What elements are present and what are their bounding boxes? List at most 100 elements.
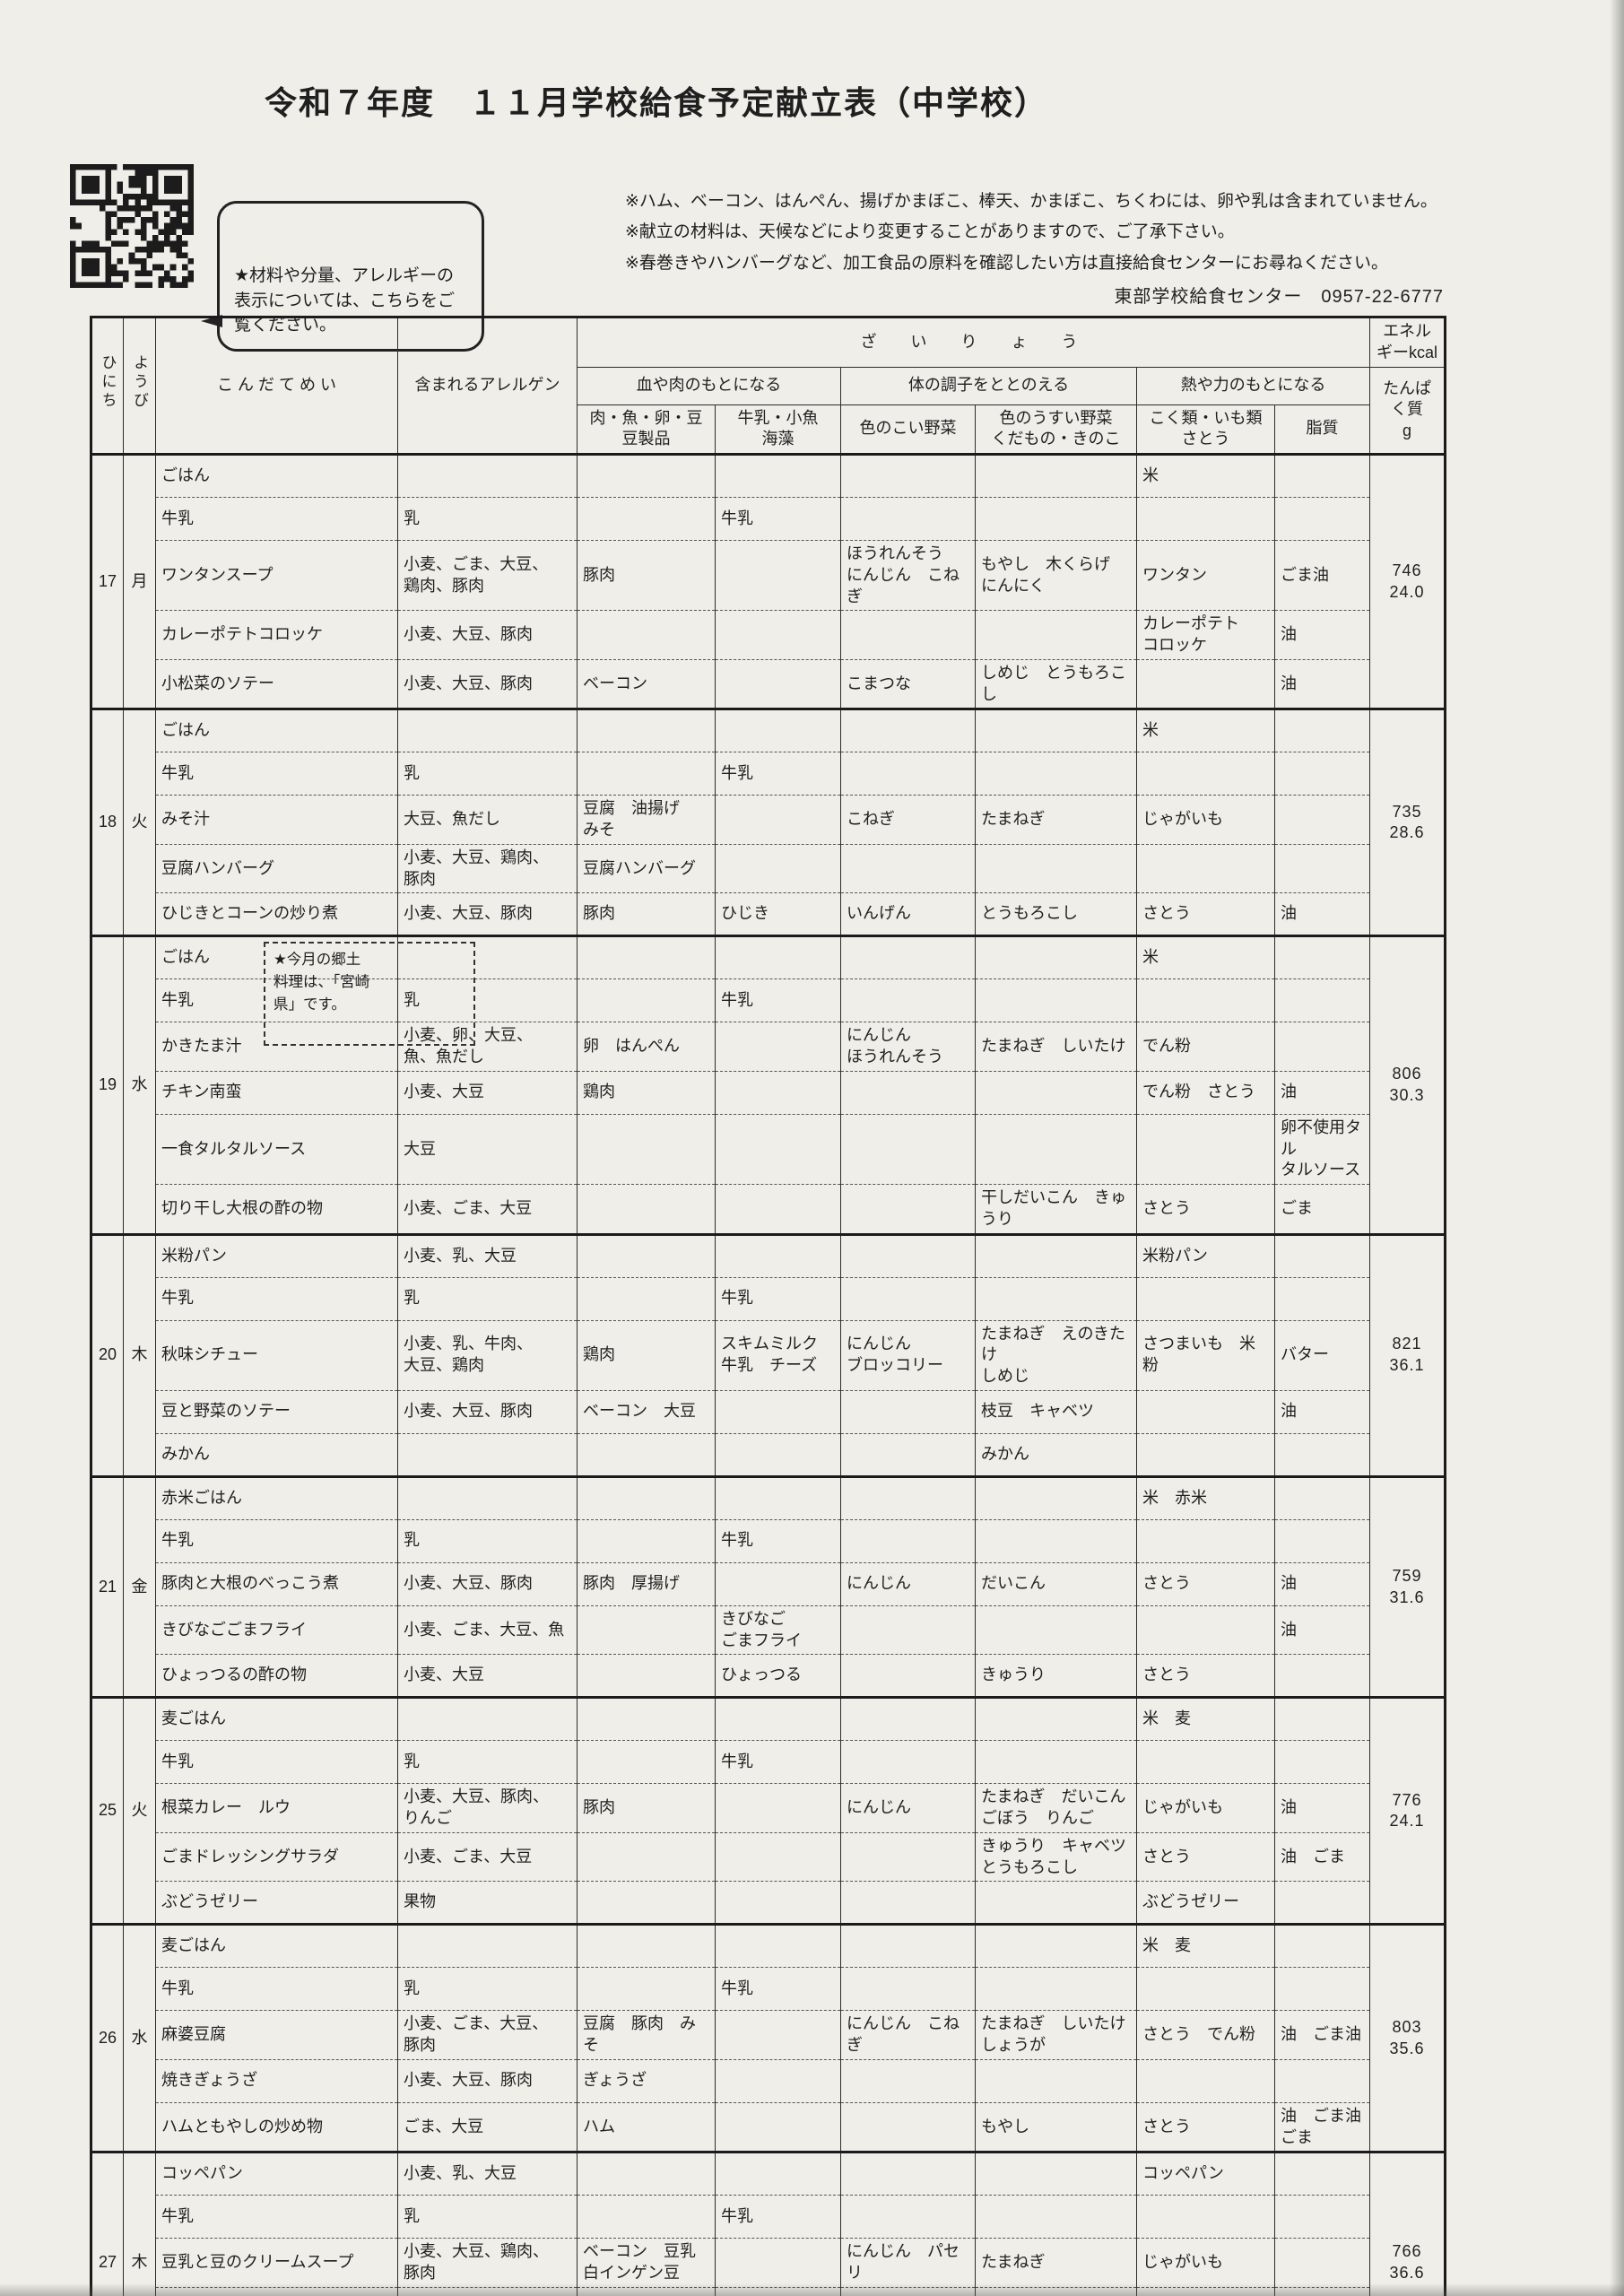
menu-row: 20 木 米粉パン 小麦、乳、大豆 米粉パン 821 36.1 — [91, 1232, 1446, 1477]
note-line: ※春巻きやハンバーグなど、加工食品の原料を確認したい方は直接給食センターにお尋ね… — [625, 253, 1388, 273]
allergen-cell — [397, 708, 578, 752]
veg-dark-cell — [840, 497, 976, 541]
meat-cell — [577, 1113, 716, 1185]
veg-dark-cell — [840, 1474, 976, 1520]
milk-text: ひじき — [721, 904, 769, 923]
veg-dark-cell — [840, 1432, 976, 1477]
menu-row: かきたま汁 小麦、卵、大豆、 魚、魚だし 卵 はんぺん にんじん ほうれんそう たまねぎ… — [91, 1022, 1446, 1072]
veg-dark-cell: にんじん こねぎ — [840, 2010, 976, 2060]
allergen-cell: 小麦、大豆、鶏肉、 豚肉 — [397, 843, 578, 893]
allergen-text: 小麦、卵、大豆、 魚、魚だし — [404, 1026, 533, 1065]
energy-value: 806 — [1392, 1065, 1422, 1083]
meat-cell — [577, 1831, 716, 1882]
menu-row: 牛乳 乳 牛乳 — [91, 752, 1446, 796]
menu-cell: 牛乳 — [155, 1967, 398, 2011]
veg-light-text: たまねぎ しいたけ しょうが — [981, 2014, 1126, 2054]
fat-cell — [1273, 752, 1371, 796]
allergen-text: 大豆、魚だし — [404, 810, 500, 829]
menu-row: みそ汁 大豆、魚だし 豆腐 油揚げ みそ こねぎ たまねぎ じゃがいも — [91, 795, 1446, 845]
energy-protein-cell: 776 24.1 — [1369, 1696, 1446, 1925]
allergen-cell: 小麦、乳、大豆 — [397, 2151, 578, 2196]
milk-cell: 牛乳 — [715, 978, 841, 1022]
allergen-text: 小麦、大豆、豚肉 — [404, 625, 533, 644]
fat-text: 油 — [1281, 1574, 1297, 1593]
fat-cell — [1273, 1881, 1371, 1925]
allergen-text: 大豆 — [404, 1139, 436, 1158]
fat-text: 油 — [1281, 1402, 1297, 1421]
menu-cell: ごまドレッシングサラダ — [155, 1831, 398, 1882]
allergen-cell — [397, 453, 578, 498]
grain-text: じゃがいも — [1142, 1798, 1223, 1817]
veg-dark-cell — [840, 1696, 976, 1741]
milk-cell: きびなご ごまフライ — [715, 1605, 841, 1655]
menu-text: 牛乳 — [161, 2206, 194, 2225]
milk-cell — [715, 1696, 841, 1741]
veg-light-cell — [975, 2195, 1137, 2239]
energy-value: 759 — [1392, 1566, 1422, 1585]
grain-text: でん粉 さとう — [1142, 1083, 1255, 1101]
veg-light-cell: たまねぎ — [975, 2238, 1137, 2288]
menu-cell: 牛乳 — [155, 1740, 398, 1784]
menu-row: チキン南蛮 小麦、大豆 鶏肉 でん粉 さとう 油 — [91, 1070, 1446, 1115]
allergen-text: 小麦、大豆、豚肉 — [404, 2071, 533, 2090]
milk-cell — [715, 1113, 841, 1185]
meat-text: 豆腐 豚肉 みそ — [583, 2014, 696, 2054]
menu-text: 秋味シチュー — [161, 1345, 258, 1364]
meat-cell — [577, 1518, 716, 1563]
veg-dark-text: ほうれんそう にんじん こねぎ — [847, 544, 960, 605]
veg-light-cell — [975, 1276, 1137, 1320]
veg-light-cell: しめじ とうもろこし — [975, 658, 1137, 709]
menu-text: 一食タルタルソース — [161, 1139, 307, 1158]
milk-cell: 牛乳 — [715, 752, 841, 796]
fat-cell: 油 — [1273, 658, 1371, 709]
day-value: 月 — [131, 571, 148, 590]
energy-protein-cell: 735 28.6 — [1369, 708, 1446, 936]
menu-cell: かきたま汁 — [155, 1022, 398, 1072]
fat-text: 油 — [1281, 625, 1297, 644]
menu-cell: ぶどうゼリー — [155, 1881, 398, 1925]
grain-cell — [1136, 1432, 1275, 1477]
grain-cell: カレーポテト コロッケ — [1136, 610, 1275, 660]
veg-dark-text: いんげん — [847, 904, 911, 923]
allergen-cell: 小麦、ごま、大豆 — [397, 1184, 578, 1234]
menu-row: 牛乳 乳 牛乳 — [91, 1518, 1446, 1563]
milk-cell — [715, 2101, 841, 2152]
veg-light-cell: たまねぎ だいこん ごぼう りんご — [975, 1783, 1137, 1833]
fat-cell: 油 — [1273, 1783, 1371, 1833]
veg-dark-text: にんじん こねぎ — [847, 2014, 960, 2054]
meat-text: 豚肉 — [583, 1798, 615, 1817]
allergen-text: ごま、大豆 — [404, 2117, 484, 2135]
veg-dark-cell — [840, 1113, 976, 1185]
fat-text: 油 ごま — [1281, 1847, 1345, 1866]
menu-row: 焼きぎょうざ 小麦、大豆、豚肉 ぎょうざ — [91, 2058, 1446, 2103]
menu-text: コッペパン — [161, 2164, 243, 2183]
milk-cell — [715, 1923, 841, 1968]
meat-text: ぎょうざ — [583, 2071, 647, 2090]
veg-light-cell: たまねぎ しいたけ しょうが — [975, 2010, 1137, 2060]
veg-dark-cell — [840, 1881, 976, 1925]
allergen-cell: 乳 — [397, 1276, 578, 1320]
veg-dark-cell — [840, 1070, 976, 1115]
allergen-text: 乳 — [404, 509, 420, 527]
veg-dark-text: こまつな — [847, 674, 911, 692]
menu-row: 牛乳 乳 牛乳 — [91, 1276, 1446, 1320]
veg-dark-cell — [840, 2195, 976, 2239]
menu-text: 牛乳 — [161, 509, 194, 527]
date-value: 26 — [98, 2028, 117, 2047]
fat-cell — [1273, 935, 1371, 979]
allergen-cell: 小麦、大豆、豚肉 — [397, 610, 578, 660]
fat-cell: 油 — [1273, 1561, 1371, 1606]
allergen-text: 果物 — [404, 1892, 436, 1911]
veg-light-cell — [975, 708, 1137, 752]
grain-cell — [1136, 1518, 1275, 1563]
meat-cell: ベーコン 豆乳 白インゲン豆 — [577, 2238, 716, 2288]
veg-dark-cell — [840, 1389, 976, 1434]
fat-cell — [1273, 978, 1371, 1022]
grain-text: さとう — [1142, 2117, 1191, 2135]
milk-cell — [715, 539, 841, 611]
fat-cell — [1273, 1022, 1371, 1072]
veg-light-cell — [975, 1740, 1137, 1784]
meat-cell — [577, 1474, 716, 1520]
meat-cell: 豚肉 — [577, 539, 716, 611]
allergen-cell: 乳 — [397, 978, 578, 1022]
